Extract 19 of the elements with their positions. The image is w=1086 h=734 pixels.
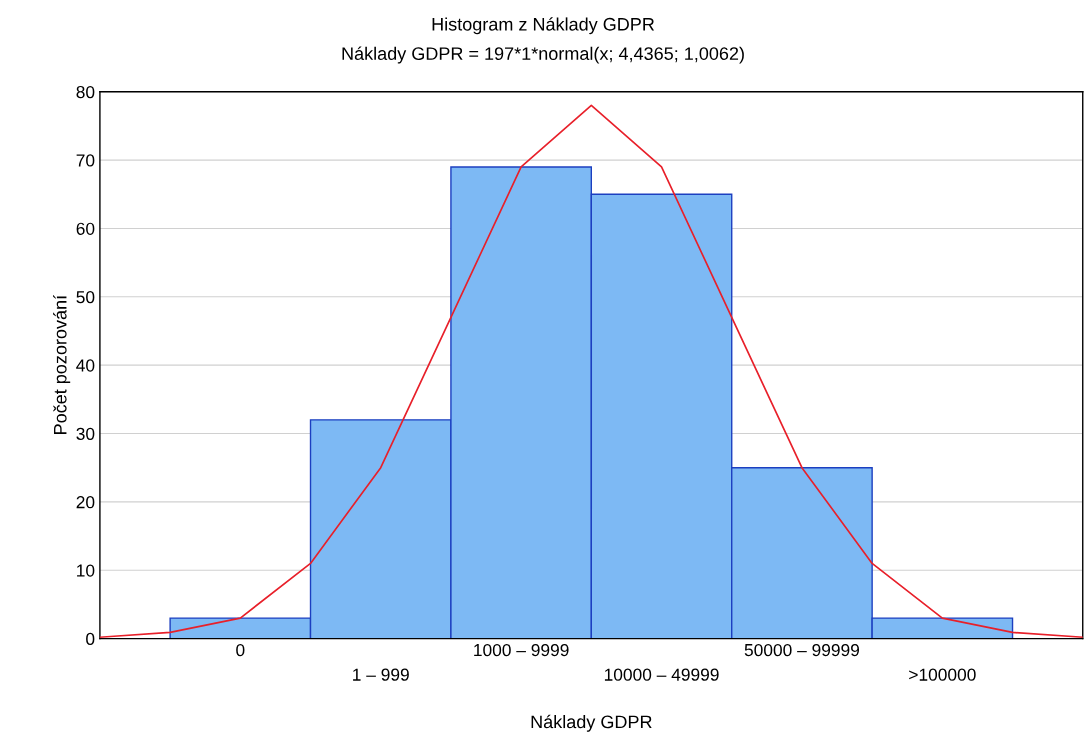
x-tick-label: >100000	[909, 668, 976, 681]
y-tick-label: 50	[76, 290, 95, 304]
y-tick-label: 60	[76, 222, 95, 235]
y-axis-title: Počet pozorování	[53, 294, 71, 434]
chart-title: Histogram z Náklady GDPR	[432, 17, 655, 35]
x-tick-label: 10000 – 49999	[604, 668, 719, 681]
x-tick-label: 0	[236, 643, 245, 657]
y-tick-label: 20	[76, 496, 95, 509]
x-tick-label: 50000 – 99999	[744, 643, 860, 657]
y-tick-label: 70	[76, 154, 95, 167]
y-tick-label: 80	[76, 85, 95, 99]
y-tick-label: 30	[76, 427, 95, 440]
x-tick-label: 1000 – 9999	[474, 643, 569, 657]
y-tick-label: 10	[77, 564, 95, 577]
x-axis-title: Náklady GDPR	[531, 714, 652, 732]
x-tick-label: 1 – 999	[353, 668, 409, 681]
y-tick-label: 40	[76, 359, 95, 372]
chart-subtitle: Náklady GDPR = 197*1*normal(x; 4,4365; 1,0062)	[342, 46, 744, 64]
y-tick-label: 0	[86, 632, 95, 646]
